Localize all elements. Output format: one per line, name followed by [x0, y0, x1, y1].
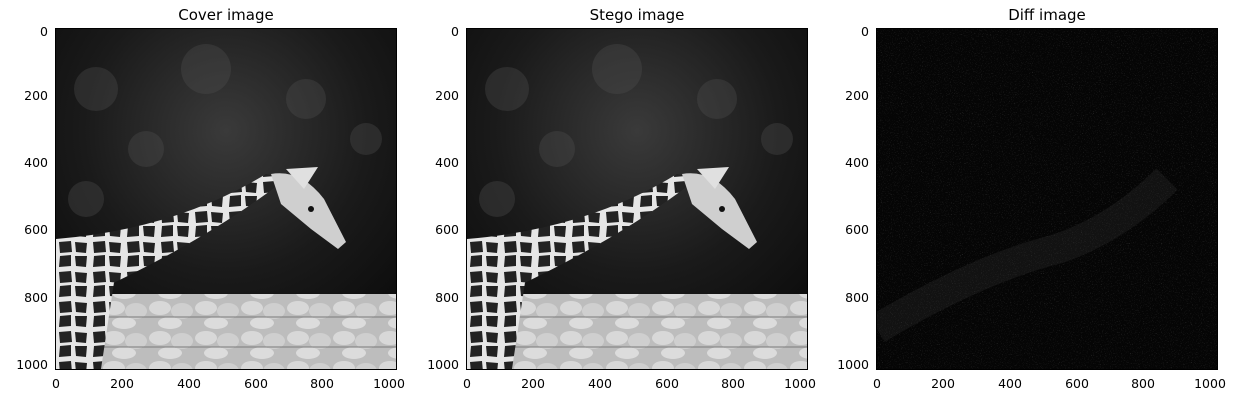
y-tick-label: 600 [24, 222, 48, 237]
panel-title: Cover image [178, 6, 274, 24]
panel-diff: Diff image 0 200 400 600 800 1000 0 200 … [821, 0, 1226, 405]
y-tick-label: 0 [861, 24, 869, 39]
y-tick-label: 0 [40, 24, 48, 39]
y-tick-label: 800 [24, 290, 48, 305]
x-tick-label: 200 [521, 376, 545, 391]
y-tick-label: 600 [435, 222, 459, 237]
panel-title: Diff image [1008, 6, 1086, 24]
giraffe-image [467, 29, 807, 369]
x-tick-label: 800 [1131, 376, 1155, 391]
panel-stego: Stego image 0 200 400 600 800 1000 0 200… [411, 0, 816, 405]
x-tick-label: 600 [655, 376, 679, 391]
y-tick-label: 400 [845, 155, 869, 170]
y-tick-label: 800 [845, 290, 869, 305]
panel-title: Stego image [589, 6, 685, 24]
y-tick-label: 0 [451, 24, 459, 39]
y-tick-label: 200 [24, 88, 48, 103]
diff-noise-image [877, 29, 1217, 369]
y-tick-label: 400 [24, 155, 48, 170]
x-tick-label: 800 [721, 376, 745, 391]
diff-image-axes [876, 28, 1218, 370]
x-tick-label: 0 [873, 376, 881, 391]
x-tick-label: 800 [310, 376, 334, 391]
panel-cover: Cover image [0, 0, 405, 405]
x-tick-label: 600 [1065, 376, 1089, 391]
y-tick-label: 200 [845, 88, 869, 103]
stego-image-axes [466, 28, 808, 370]
y-tick-label: 200 [435, 88, 459, 103]
x-tick-label: 1000 [373, 376, 405, 391]
y-tick-label: 1000 [427, 357, 459, 372]
x-tick-label: 400 [998, 376, 1022, 391]
cover-image-axes [55, 28, 397, 370]
y-tick-label: 800 [435, 290, 459, 305]
y-tick-label: 1000 [16, 357, 48, 372]
x-tick-label: 0 [52, 376, 60, 391]
y-tick-label: 1000 [837, 357, 869, 372]
x-tick-label: 600 [244, 376, 268, 391]
x-tick-label: 0 [463, 376, 471, 391]
x-tick-label: 200 [931, 376, 955, 391]
x-tick-label: 200 [110, 376, 134, 391]
x-tick-label: 400 [177, 376, 201, 391]
x-tick-label: 400 [588, 376, 612, 391]
x-tick-label: 1000 [1194, 376, 1226, 391]
y-tick-label: 400 [435, 155, 459, 170]
x-tick-label: 1000 [784, 376, 816, 391]
giraffe-image [56, 29, 396, 369]
y-tick-label: 600 [845, 222, 869, 237]
